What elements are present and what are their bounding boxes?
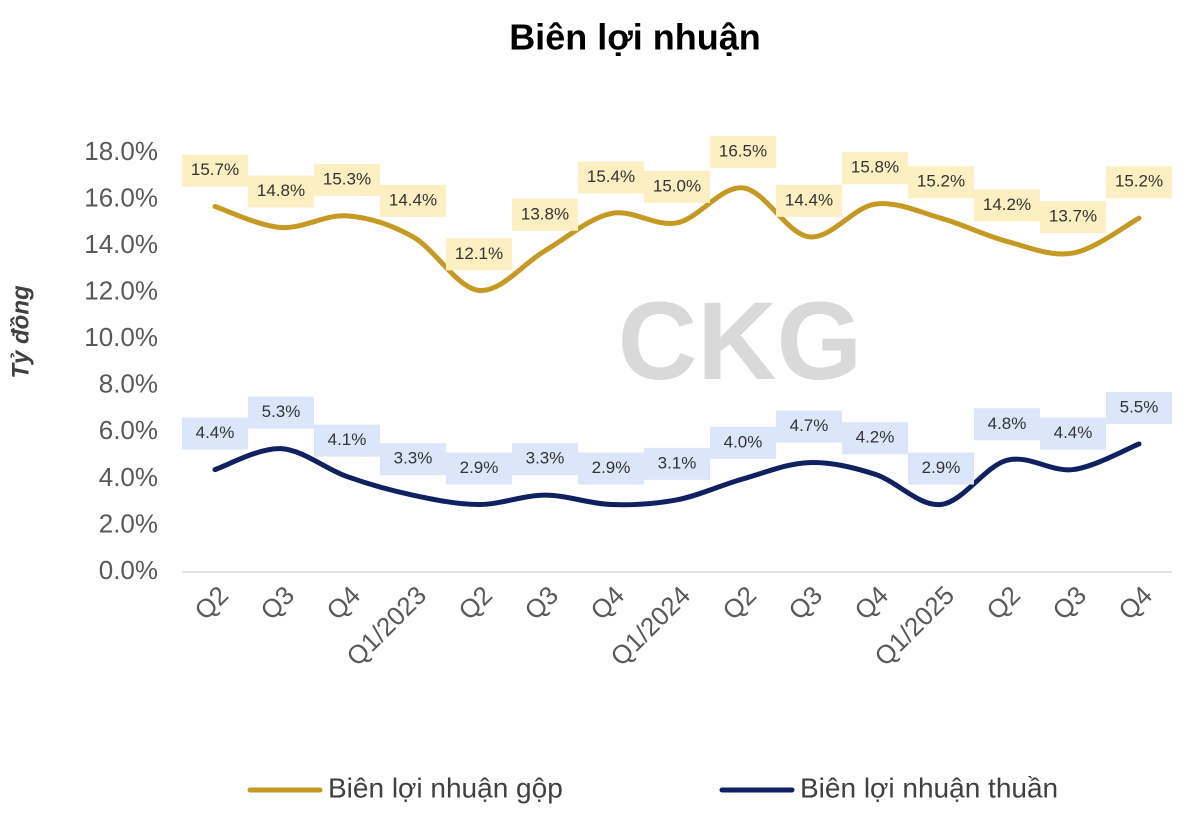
value-label: 12.1% [455, 244, 503, 263]
x-tick-label: Q4 [1112, 580, 1158, 626]
value-label-bg [1106, 391, 1172, 424]
value-label-bg [776, 184, 842, 217]
value-label: 3.3% [526, 449, 565, 468]
value-label-bg [578, 161, 644, 194]
value-label-bg [512, 443, 578, 476]
value-label-bg [710, 135, 776, 168]
value-label: 15.8% [851, 158, 899, 177]
value-label-bg [710, 426, 776, 459]
value-label-bg [1040, 201, 1106, 234]
value-label: 3.3% [394, 449, 433, 468]
y-tick-label: 14.0% [84, 229, 158, 259]
value-label: 5.3% [262, 402, 301, 421]
legend-label: Biên lợi nhuận gộp [328, 772, 563, 803]
value-label-bg [842, 422, 908, 455]
value-label: 3.1% [658, 453, 697, 472]
series-line [212, 185, 1142, 293]
x-tick-label: Q2 [188, 580, 234, 626]
value-label: 4.7% [790, 416, 829, 435]
value-label: 14.8% [257, 181, 305, 200]
x-tick-label: Q2 [980, 580, 1026, 626]
value-label: 15.2% [917, 172, 965, 191]
y-tick-label: 6.0% [99, 415, 158, 445]
value-label: 15.0% [653, 176, 701, 195]
x-tick-label: Q3 [782, 580, 828, 626]
y-tick-label: 4.0% [99, 462, 158, 492]
value-label: 13.7% [1049, 207, 1097, 226]
value-label: 4.4% [196, 423, 235, 442]
x-tick-label: Q4 [848, 580, 894, 626]
value-label-bg [314, 163, 380, 196]
value-label: 5.5% [1120, 397, 1159, 416]
value-label-bg [1040, 417, 1106, 450]
value-label: 15.4% [587, 167, 635, 186]
value-label: 16.5% [719, 141, 767, 160]
value-label-bg [182, 417, 248, 450]
value-label-bg [182, 154, 248, 187]
value-label: 15.7% [191, 160, 239, 179]
watermark: CKG [618, 280, 862, 403]
value-label: 13.8% [521, 204, 569, 223]
value-label: 4.0% [724, 432, 763, 451]
legend-label: Biên lợi nhuận thuần [800, 772, 1058, 803]
y-axis-label: Tỷ đồng [7, 285, 34, 379]
value-label-bg [908, 452, 974, 485]
value-label-bg [842, 152, 908, 185]
x-tick-label: Q3 [254, 580, 300, 626]
value-label: 2.9% [592, 458, 631, 477]
x-tick-label: Q4 [584, 580, 630, 626]
chart-title: Biên lợi nhuận [509, 17, 761, 58]
y-tick-label: 12.0% [84, 276, 158, 306]
value-label: 14.4% [389, 190, 437, 209]
value-label: 2.9% [922, 458, 961, 477]
value-label: 4.4% [1054, 423, 1093, 442]
y-tick-label: 8.0% [99, 369, 158, 399]
value-label: 14.2% [983, 195, 1031, 214]
value-label: 2.9% [460, 458, 499, 477]
x-tick-label: Q4 [320, 580, 366, 626]
y-tick-label: 18.0% [84, 136, 158, 166]
value-label-bg [380, 184, 446, 217]
value-label-bg [446, 452, 512, 485]
value-label-bg [578, 452, 644, 485]
value-label-bg [644, 447, 710, 480]
series-line [212, 441, 1142, 508]
value-label: 4.1% [328, 430, 367, 449]
value-label: 4.8% [988, 414, 1027, 433]
x-tick-label: Q2 [452, 580, 498, 626]
value-label-bg [974, 189, 1040, 222]
value-label-bg [248, 396, 314, 429]
value-label-bg [776, 410, 842, 443]
value-label-bg [1106, 166, 1172, 199]
x-tick-label: Q2 [716, 580, 762, 626]
value-label: 15.2% [1115, 172, 1163, 191]
y-tick-label: 16.0% [84, 182, 158, 212]
y-tick-label: 2.0% [99, 508, 158, 538]
value-label-bg [314, 424, 380, 457]
value-label: 4.2% [856, 428, 895, 447]
y-tick-label: 0.0% [99, 555, 158, 585]
value-label-bg [908, 166, 974, 199]
y-tick-label: 10.0% [84, 322, 158, 352]
value-label: 15.3% [323, 169, 371, 188]
value-label-bg [644, 170, 710, 203]
value-label-bg [974, 408, 1040, 441]
x-tick-label: Q3 [1046, 580, 1092, 626]
value-label-bg [248, 175, 314, 208]
value-label: 14.4% [785, 190, 833, 209]
x-tick-label: Q3 [518, 580, 564, 626]
value-label-bg [446, 238, 512, 271]
value-label-bg [380, 443, 446, 476]
value-label-bg [512, 198, 578, 231]
